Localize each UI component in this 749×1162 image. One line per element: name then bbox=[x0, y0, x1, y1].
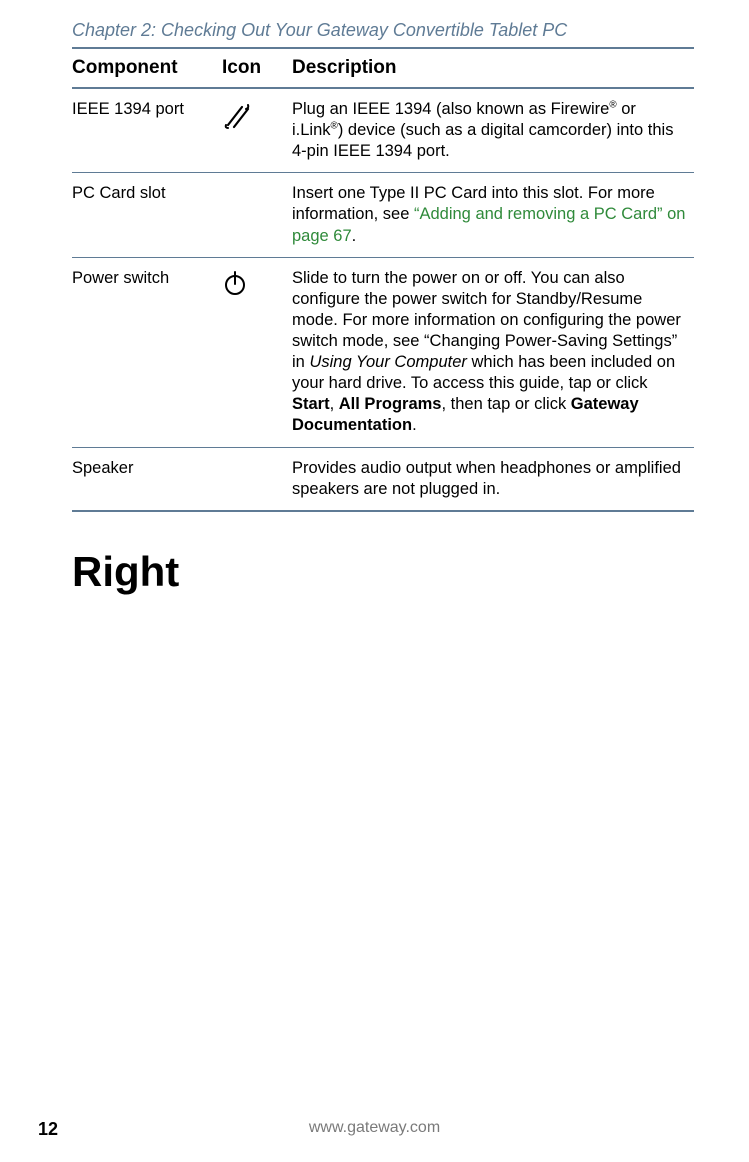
th-icon: Icon bbox=[222, 48, 292, 88]
desc-text: , bbox=[330, 395, 339, 413]
table-row: PC Card slot Insert one Type II PC Card … bbox=[72, 173, 694, 257]
description-cell: Provides audio output when headphones or… bbox=[292, 447, 694, 511]
chapter-title: Chapter 2: Checking Out Your Gateway Con… bbox=[72, 20, 694, 41]
description-cell: Slide to turn the power on or off. You c… bbox=[292, 257, 694, 447]
th-description: Description bbox=[292, 48, 694, 88]
description-cell: Insert one Type II PC Card into this slo… bbox=[292, 173, 694, 257]
component-cell: Speaker bbox=[72, 447, 222, 511]
component-cell: IEEE 1394 port bbox=[72, 88, 222, 173]
desc-text: Plug an IEEE 1394 (also known as Firewir… bbox=[292, 100, 609, 118]
desc-text: , then tap or click bbox=[441, 395, 570, 413]
desc-text: . bbox=[352, 227, 357, 245]
section-heading-right: Right bbox=[72, 548, 694, 596]
desc-text: . bbox=[412, 416, 417, 434]
components-table: Component Icon Description IEEE 1394 por… bbox=[72, 47, 694, 512]
icon-cell bbox=[222, 88, 292, 173]
table-row: IEEE 1394 port Plug an IEEE 1394 (also k… bbox=[72, 88, 694, 173]
ieee1394-icon bbox=[222, 101, 252, 131]
description-cell: Plug an IEEE 1394 (also known as Firewir… bbox=[292, 88, 694, 173]
desc-bold: All Programs bbox=[339, 395, 442, 413]
page-footer: 12 www.gateway.com bbox=[0, 1119, 749, 1140]
registered-mark: ® bbox=[609, 100, 616, 111]
desc-text: ) device (such as a digital camcorder) i… bbox=[292, 121, 673, 160]
table-header-row: Component Icon Description bbox=[72, 48, 694, 88]
desc-bold: Start bbox=[292, 395, 330, 413]
power-icon bbox=[222, 270, 248, 296]
th-component: Component bbox=[72, 48, 222, 88]
footer-url: www.gateway.com bbox=[0, 1119, 749, 1137]
component-cell: PC Card slot bbox=[72, 173, 222, 257]
icon-cell bbox=[222, 173, 292, 257]
table-row: Power switch Slide to turn the power on … bbox=[72, 257, 694, 447]
icon-cell bbox=[222, 257, 292, 447]
desc-italic: Using Your Computer bbox=[309, 353, 466, 371]
table-row: Speaker Provides audio output when headp… bbox=[72, 447, 694, 511]
icon-cell bbox=[222, 447, 292, 511]
registered-mark: ® bbox=[331, 121, 338, 132]
component-cell: Power switch bbox=[72, 257, 222, 447]
